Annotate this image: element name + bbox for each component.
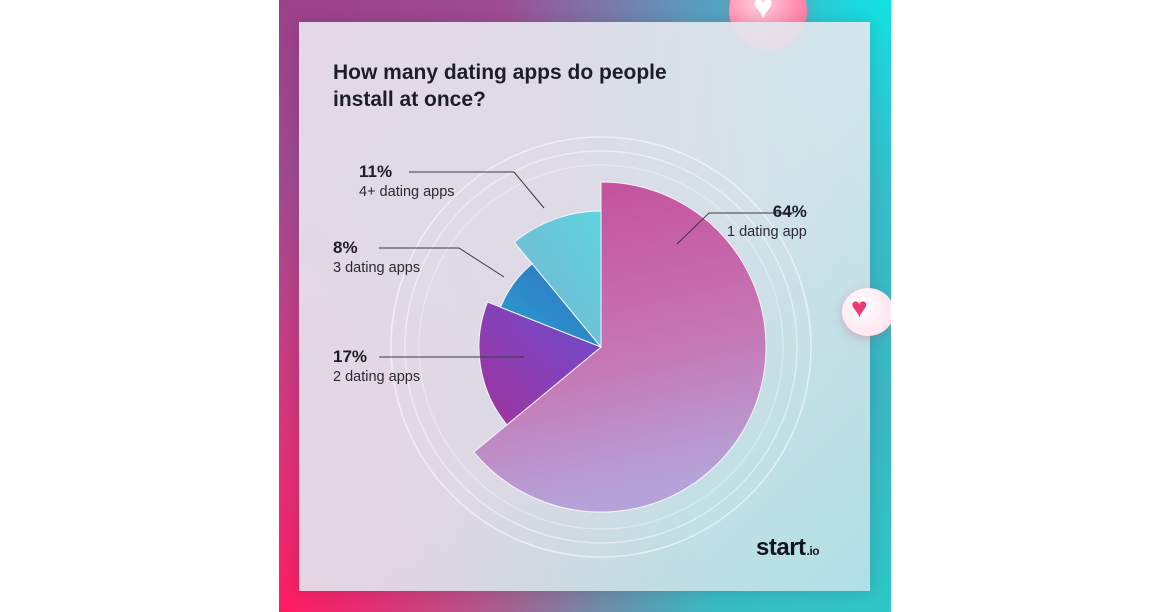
brand-name: start <box>756 534 806 561</box>
slice-2-apps <box>478 301 602 426</box>
leader-3-apps <box>379 247 505 278</box>
desc-2-apps: 2 dating apps <box>333 369 421 385</box>
slice-1-app <box>473 181 767 513</box>
brand-logo: start.io <box>756 534 820 562</box>
background-rings <box>390 136 812 558</box>
slice-4plus-apps <box>513 210 602 349</box>
pie-chart <box>379 136 812 558</box>
leader-1-app <box>676 212 794 245</box>
chart-title: How many dating apps do people install a… <box>333 61 667 111</box>
label-4plus-apps: 11% 4+ dating apps <box>359 162 455 202</box>
heart-bubble-right: ♥ <box>842 288 891 336</box>
heart-icon: ♥ <box>851 292 868 323</box>
graphic-frame: ♥ How many dating apps do people install… <box>279 0 891 612</box>
desc-4plus-apps: 4+ dating apps <box>359 184 455 200</box>
desc-3-apps: 3 dating apps <box>333 260 421 276</box>
pct-1-app: 64% <box>772 202 807 221</box>
pct-2-apps: 17% <box>333 347 368 366</box>
brand-suffix: .io <box>806 544 820 558</box>
label-3-apps: 8% 3 dating apps <box>333 238 420 278</box>
pct-4plus-apps: 11% <box>359 162 393 181</box>
leader-4plus-apps <box>409 171 545 209</box>
chart-card: How many dating apps do people install a… <box>299 22 870 591</box>
pct-3-apps: 8% <box>333 238 358 257</box>
label-1-app: 64% 1 dating app <box>727 202 807 242</box>
leader-lines <box>379 171 794 358</box>
heart-icon: ♥ <box>753 0 774 26</box>
desc-1-app: 1 dating app <box>727 224 807 240</box>
label-2-apps: 17% 2 dating apps <box>333 347 420 387</box>
